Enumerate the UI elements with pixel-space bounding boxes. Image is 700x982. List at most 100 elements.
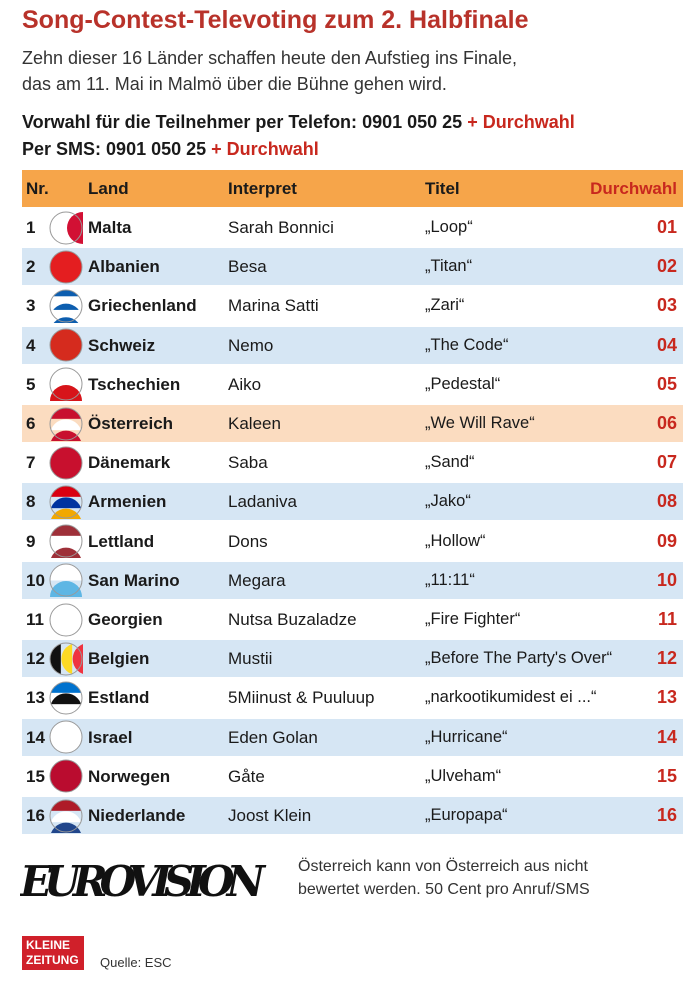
- table-row: 13 Estland 5Miinust & Puuluup „narkootikumi…: [22, 679, 683, 717]
- interpret: Joost Klein: [228, 806, 312, 825]
- interpret: Gåte: [228, 766, 265, 786]
- interpret: Kaleen: [228, 414, 281, 433]
- flag: [49, 603, 83, 637]
- land: Belgien: [88, 649, 150, 669]
- titel: „Jako“: [425, 492, 471, 511]
- titel: „Sand“: [425, 453, 475, 472]
- titel: „We Will Rave“: [425, 414, 535, 432]
- flag-stripe: [49, 547, 83, 558]
- flag: [49, 524, 83, 558]
- interpret: Marina Satti: [228, 296, 319, 316]
- table-row: 8 Armenien Ladaniva „Jako“ 08: [22, 483, 683, 521]
- flag-stripe: [49, 720, 83, 754]
- flag-stripe: [49, 302, 83, 309]
- durchwahl: 08: [656, 491, 677, 512]
- titel: „Zari“: [425, 296, 465, 315]
- label: Vorwahl für die Teilnehmer per Telefon:: [22, 112, 358, 132]
- flag-stripe: [49, 535, 83, 547]
- interpret: Dons: [228, 531, 268, 551]
- titel: „Loop“: [425, 218, 473, 236]
- table-row: 10 San Marino Megara „11:11“ 10: [22, 561, 683, 599]
- land: Dänemark: [88, 453, 171, 473]
- table-row: 14 Israel Eden Golan „Hurricane“ 14: [22, 718, 683, 756]
- land: Malta: [88, 218, 132, 237]
- flag-stripe: [49, 316, 83, 323]
- flag-ring: [49, 250, 83, 284]
- flag-stripe: [49, 759, 83, 793]
- durchwahl: 02: [656, 256, 677, 277]
- flag: [49, 407, 83, 441]
- table-row: 2 Albanien Besa „Titan“ 02: [22, 248, 683, 286]
- flag-stripe: [49, 563, 83, 581]
- flag-stripe: [49, 418, 83, 430]
- land: Lettland: [88, 531, 155, 551]
- flag-stripe: [66, 211, 83, 245]
- header-cell: Interpret: [228, 179, 297, 198]
- header-cell: Land: [88, 179, 129, 198]
- note-line: Österreich kann von Österreich aus nicht: [298, 858, 588, 875]
- land: Georgien: [88, 610, 163, 629]
- nr: 13: [26, 688, 45, 708]
- nr: 11: [26, 610, 44, 629]
- flag-stripe: [49, 603, 83, 637]
- flag-stripe: [49, 289, 83, 296]
- flag: [49, 485, 83, 519]
- durchwahl: 01: [656, 217, 677, 237]
- nr: 15: [26, 766, 45, 786]
- flag: [49, 328, 83, 362]
- flag-stripe: [49, 296, 83, 303]
- source: Quelle: ESC: [100, 955, 172, 970]
- suffix: + Durchwahl: [467, 112, 575, 132]
- brand: KLEINE ZEITUNG: [22, 936, 84, 970]
- flag-ring: [49, 328, 83, 362]
- flag: [49, 720, 83, 754]
- titel: „Fire Fighter“: [425, 610, 521, 628]
- land: Tschechien: [88, 374, 181, 394]
- interpret: Sarah Bonnici: [228, 218, 334, 237]
- flag-stripe: [49, 681, 83, 693]
- table-row: 1 Malta Sarah Bonnici „Loop“ 01: [22, 209, 683, 246]
- flag: [49, 367, 83, 401]
- flag-ring: [49, 367, 83, 401]
- titel: „Hollow“: [425, 531, 486, 550]
- interpret: Saba: [228, 453, 268, 473]
- durchwahl: 11: [657, 609, 677, 629]
- nr: 5: [26, 374, 36, 394]
- flag: [49, 446, 83, 480]
- sms-line: Per SMS: 0901 050 25 + Durchwahl: [22, 139, 319, 160]
- table-row: 7 Dänemark Saba „Sand“ 07: [22, 444, 683, 482]
- land: Niederlande: [88, 806, 186, 825]
- flag-stripe: [49, 446, 83, 480]
- flag-ring: [49, 485, 83, 519]
- flag-stripe: [49, 384, 83, 401]
- flag-stripe: [49, 309, 83, 316]
- nr: 1: [26, 218, 36, 237]
- interpret: Megara: [228, 570, 286, 590]
- titel: „Pedestal“: [425, 374, 501, 393]
- note-line: bewertet werden. 50 Cent pro Anruf/SMS: [298, 881, 590, 898]
- table-row: 16 Niederlande Joost Klein „Europapa“ 16: [22, 797, 683, 834]
- durchwahl: 03: [656, 295, 677, 316]
- nr: 9: [26, 531, 36, 551]
- flag-ring: [49, 524, 83, 558]
- flag: [49, 250, 83, 284]
- table-row: 11 Georgien Nutsa Buzaladze „Fire Fighter“ 1…: [22, 601, 683, 638]
- table-row: 12 Belgien Mustii „Before The Party's Over“…: [22, 640, 683, 678]
- nr: 14: [26, 727, 45, 747]
- titel: „Titan“: [425, 257, 473, 276]
- flag: [49, 563, 83, 597]
- land: San Marino: [88, 570, 180, 590]
- durchwahl: 05: [656, 373, 677, 394]
- flag-stripe: [49, 367, 83, 385]
- durchwahl: 09: [656, 530, 677, 551]
- durchwahl: 10: [656, 569, 677, 590]
- flag-stripe: [72, 642, 83, 676]
- flag-ring: [49, 642, 83, 676]
- suffix: + Durchwahl: [211, 139, 319, 159]
- table-row: 5 Tschechien Aiko „Pedestal“ 05: [22, 365, 683, 403]
- flag-ring: [49, 563, 83, 597]
- interpret: Nemo: [228, 335, 274, 355]
- flag-ring: [49, 407, 83, 440]
- interpret: Ladaniva: [228, 492, 298, 512]
